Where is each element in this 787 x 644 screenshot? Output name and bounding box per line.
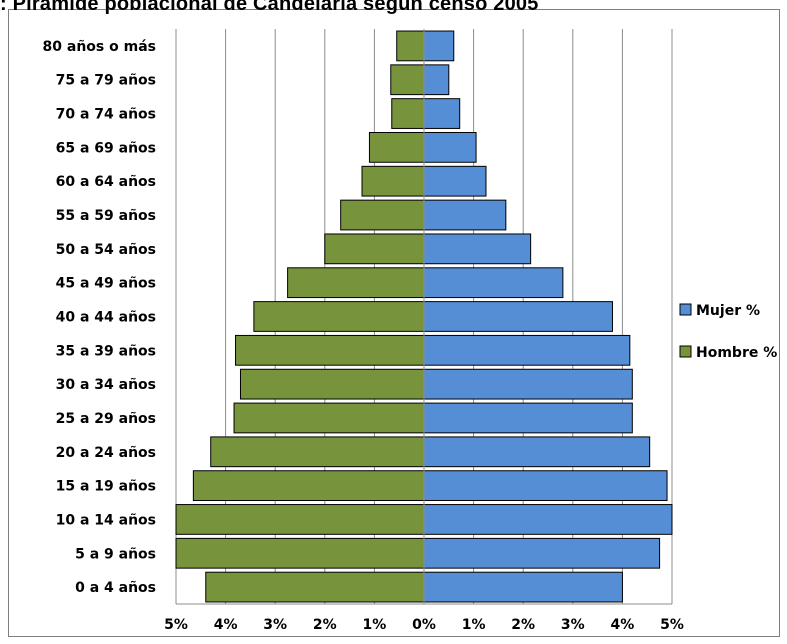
bar-hombre (396, 30, 425, 62)
x-tick-label: 2% (313, 617, 337, 633)
x-tick-label: 5% (164, 617, 188, 633)
legend: Mujer % Hombre % (679, 303, 777, 361)
bar-mujer (423, 436, 651, 468)
legend-label: Mujer % (696, 303, 760, 319)
x-tick-label: 1% (462, 617, 486, 633)
bar-mujer (423, 165, 487, 197)
x-tick-label: 3% (263, 617, 287, 633)
bar-hombre (205, 571, 425, 603)
category-label: 10 a 14 años (56, 512, 156, 528)
legend-item-mujer: Mujer % (679, 303, 760, 319)
bar-hombre (192, 470, 425, 501)
category-label: 45 a 49 años (56, 276, 156, 292)
bar-hombre (390, 64, 425, 96)
bar-mujer (423, 301, 613, 332)
bar-hombre (324, 233, 425, 265)
category-label: 60 a 64 años (56, 174, 156, 190)
bar-mujer (423, 267, 564, 299)
category-label: 25 a 29 años (56, 411, 156, 427)
bar-mujer (423, 504, 673, 535)
bar-hombre (235, 334, 425, 366)
axes (176, 29, 672, 605)
x-tick-label: 0% (412, 617, 436, 633)
bar-mujer (423, 470, 668, 501)
category-label: 30 a 34 años (56, 377, 156, 393)
x-tick-label: 4% (214, 617, 238, 633)
legend-item-hombre: Hombre % (679, 345, 777, 361)
bar-hombre (361, 165, 425, 197)
chart-frame: 0 a 4 años 5 a 9 años 10 a 14 años 15 a 19 … (8, 9, 780, 637)
x-tick-label: 5% (660, 617, 684, 633)
legend-label: Hombre % (696, 345, 777, 361)
category-label: 75 a 79 años (56, 73, 156, 89)
bar-mujer (423, 233, 532, 265)
bar-hombre (239, 368, 425, 400)
category-label: 0 a 4 años (75, 580, 156, 596)
bar-hombre (210, 436, 425, 468)
bars (175, 30, 673, 603)
bar-mujer (423, 199, 507, 231)
category-label: 50 a 54 años (56, 242, 156, 258)
bar-hombre (368, 132, 425, 163)
bar-hombre (175, 537, 425, 569)
chart-title: : Pirámide poblacional de Candelaria seg… (0, 0, 539, 15)
bar-mujer (423, 368, 633, 400)
bar-mujer (423, 571, 623, 603)
x-tick-label: 3% (561, 617, 585, 633)
bar-mujer (423, 64, 450, 96)
category-label: 15 a 19 años (56, 479, 156, 495)
category-label: 70 a 74 años (56, 107, 156, 123)
bar-mujer (423, 537, 661, 569)
category-labels: 0 a 4 años 5 a 9 años 10 a 14 años 15 a 19 … (43, 39, 156, 596)
bar-mujer (423, 334, 631, 366)
bar-hombre (287, 267, 425, 299)
category-label: 40 a 44 años (56, 310, 156, 326)
x-tick-label: 2% (511, 617, 535, 633)
category-label: 80 años o más (43, 39, 156, 55)
x-tick-labels: 5% 4% 3% 2% 1% 0% 1% 2% 3% 4% 5% (164, 617, 684, 633)
bar-hombre (340, 199, 425, 231)
bar-hombre (253, 301, 425, 332)
category-label: 5 a 9 años (75, 546, 156, 562)
legend-swatch (679, 345, 692, 358)
category-label: 35 a 39 años (56, 343, 156, 359)
bar-hombre (175, 504, 425, 535)
bar-hombre (233, 402, 425, 434)
bar-hombre (391, 98, 425, 129)
category-label: 65 a 69 años (56, 140, 156, 156)
category-label: 20 a 24 años (56, 445, 156, 461)
bar-mujer (423, 402, 633, 434)
bar-mujer (423, 132, 477, 163)
category-label: 55 a 59 años (56, 208, 156, 224)
x-tick-label: 1% (363, 617, 387, 633)
bar-mujer (423, 30, 455, 62)
legend-swatch (679, 303, 692, 316)
population-pyramid-chart: 0 a 4 años 5 a 9 años 10 a 14 años 15 a 19 … (43, 29, 777, 633)
bar-mujer (423, 98, 461, 129)
x-tick-label: 4% (611, 617, 635, 633)
